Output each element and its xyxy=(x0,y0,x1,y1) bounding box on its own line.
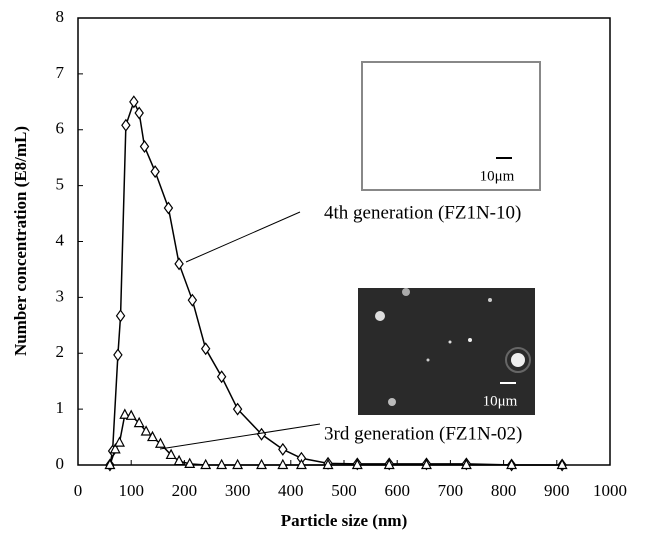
x-tick-label: 100 xyxy=(118,481,144,500)
data-point xyxy=(295,458,307,470)
data-point xyxy=(109,443,121,454)
y-tick-label: 6 xyxy=(56,119,65,138)
data-point xyxy=(232,458,244,470)
data-point xyxy=(146,430,158,442)
data-point xyxy=(154,437,166,448)
x-tick-label: 500 xyxy=(331,481,357,500)
x-tick-label: 800 xyxy=(491,481,517,500)
x-tick-label: 200 xyxy=(172,481,198,500)
data-point xyxy=(383,458,395,470)
scale-label: 10μm xyxy=(480,168,515,184)
y-tick-label: 2 xyxy=(56,342,65,361)
x-tick-label: 0 xyxy=(74,481,83,500)
data-point xyxy=(165,448,177,460)
x-tick-label: 1000 xyxy=(593,481,627,500)
data-point xyxy=(133,416,145,428)
data-point xyxy=(113,436,125,447)
data-point xyxy=(506,458,518,470)
y-tick-label: 8 xyxy=(56,7,65,26)
x-tick-label: 400 xyxy=(278,481,304,500)
data-point xyxy=(140,425,152,436)
data-point xyxy=(556,458,568,470)
y-tick-label: 3 xyxy=(56,286,65,305)
y-tick-label: 0 xyxy=(56,454,65,473)
x-tick-label: 300 xyxy=(225,481,251,500)
data-point xyxy=(216,458,228,470)
data-point xyxy=(113,348,123,362)
inset-image-empty xyxy=(361,61,541,191)
data-point xyxy=(125,409,137,420)
data-point xyxy=(134,106,144,120)
data-point xyxy=(173,454,185,466)
y-tick-label: 5 xyxy=(56,175,65,194)
x-tick-label: 900 xyxy=(544,481,570,500)
data-point xyxy=(200,458,212,470)
inset-image-dark xyxy=(358,288,535,415)
annotation-line xyxy=(185,211,301,263)
data-point xyxy=(256,458,268,470)
data-point xyxy=(277,458,289,470)
data-point xyxy=(460,458,472,470)
data-point xyxy=(322,458,334,470)
data-point xyxy=(174,257,184,271)
data-point xyxy=(232,402,243,416)
series-label: 4th generation (FZ1N-10) xyxy=(324,202,521,223)
data-point xyxy=(119,408,131,419)
annotation-line xyxy=(159,423,321,450)
data-point xyxy=(420,458,432,470)
data-point xyxy=(187,293,198,307)
data-point xyxy=(150,165,160,179)
x-tick-label: 700 xyxy=(438,481,464,500)
y-axis-title: Number concentration (E8/mL) xyxy=(11,126,30,356)
data-point xyxy=(216,370,227,384)
data-point xyxy=(278,442,288,456)
data-point xyxy=(351,458,363,470)
y-tick-label: 4 xyxy=(56,230,65,249)
y-tick-label: 1 xyxy=(56,398,65,417)
x-axis-title: Particle size (nm) xyxy=(281,511,408,530)
data-point xyxy=(115,309,126,323)
data-point xyxy=(200,342,211,356)
series-label: 3rd generation (FZ1N-02) xyxy=(324,423,522,444)
scale-label: 10μm xyxy=(483,393,518,409)
data-point xyxy=(184,457,196,468)
data-point xyxy=(121,118,131,132)
data-point xyxy=(139,139,150,154)
data-point xyxy=(104,458,116,470)
x-tick-label: 600 xyxy=(384,481,410,500)
data-point xyxy=(129,95,139,109)
y-tick-label: 7 xyxy=(56,63,65,82)
data-point xyxy=(163,201,174,215)
